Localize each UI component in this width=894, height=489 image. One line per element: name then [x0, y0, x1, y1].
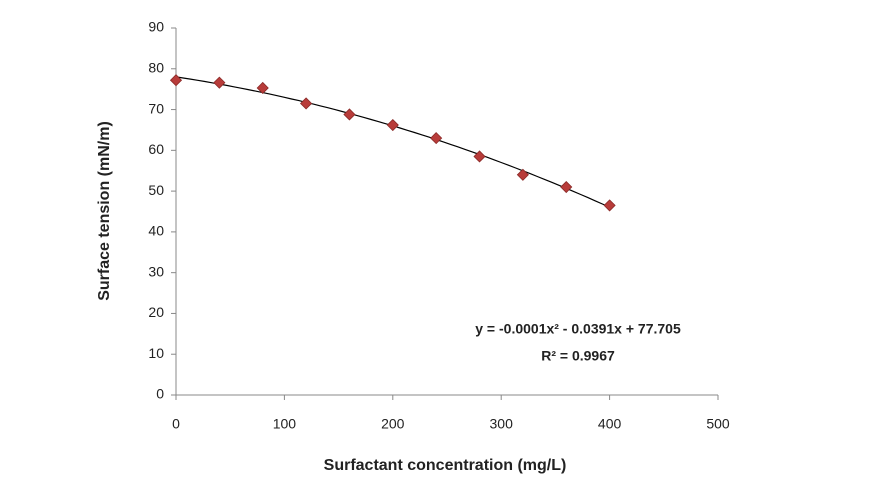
- marker: [343, 108, 356, 121]
- y-tick-label: 80: [148, 59, 164, 75]
- marker: [430, 132, 443, 145]
- marker: [473, 150, 486, 163]
- x-tick-label: 300: [490, 416, 514, 432]
- marker: [386, 118, 399, 132]
- marker: [213, 76, 226, 89]
- marker: [516, 168, 529, 181]
- y-axis-title: Surface tension (mN/m): [96, 121, 113, 301]
- y-tick-label: 60: [148, 141, 164, 157]
- y-tick-label: 0: [156, 386, 164, 402]
- y-tick-label: 40: [148, 223, 164, 239]
- x-axis-title: Surfactant concentration (mg/L): [324, 457, 567, 474]
- y-tick-label: 30: [148, 263, 164, 279]
- equation: y = -0.0001x² - 0.0391x + 77.705: [475, 321, 681, 337]
- x-tick-label: 200: [381, 416, 405, 432]
- marker: [169, 74, 183, 87]
- y-tick-label: 20: [148, 304, 164, 320]
- y-tick-label: 90: [148, 19, 164, 35]
- r-squared: R² = 0.9967: [541, 348, 615, 364]
- x-tick-label: 500: [706, 416, 730, 432]
- x-tick-label: 400: [598, 416, 622, 432]
- trendline: [175, 76, 610, 208]
- x-tick-label: 0: [172, 416, 180, 432]
- marker: [603, 199, 616, 212]
- marker: [256, 81, 269, 95]
- y-tick-label: 10: [148, 345, 164, 361]
- marker: [300, 97, 313, 110]
- x-tick-label: 100: [273, 416, 297, 432]
- marker: [560, 180, 573, 194]
- y-tick-label: 50: [148, 182, 164, 198]
- y-tick-label: 70: [148, 100, 164, 116]
